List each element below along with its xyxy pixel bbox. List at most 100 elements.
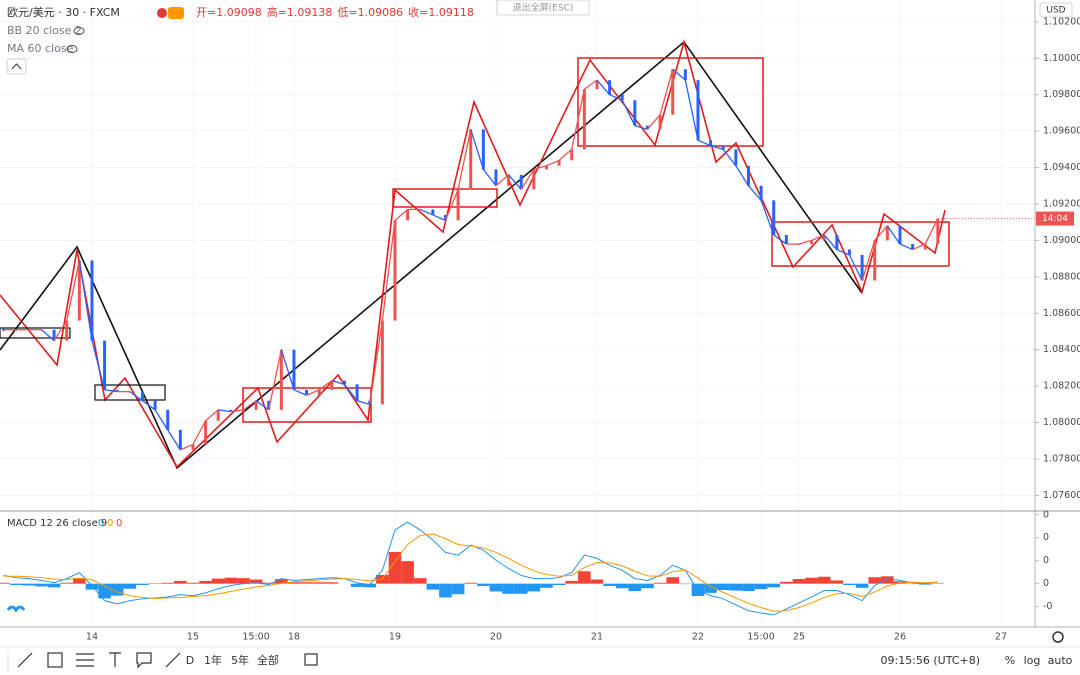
candle-body: [342, 380, 346, 385]
candle-body: [734, 149, 738, 166]
macd-readout: 0: [107, 518, 113, 529]
macd-readout: 0: [116, 518, 122, 529]
macd-histogram-bar: [85, 583, 99, 590]
price-segment: [848, 254, 863, 281]
macd-histogram-bar: [590, 579, 604, 584]
macd-histogram-bar: [666, 577, 680, 584]
macd-histogram-bar: [439, 583, 452, 598]
macd-histogram-bar: [110, 583, 124, 596]
candle-body: [191, 444, 195, 450]
indicator-label[interactable]: MA 60 close: [7, 42, 74, 55]
macd-histogram-bar: [363, 583, 377, 588]
candle-body: [885, 225, 889, 241]
price-segment: [924, 218, 939, 245]
price-segment: [533, 165, 547, 171]
scale-option[interactable]: %: [1005, 654, 1015, 667]
candle-body: [860, 255, 864, 281]
price-segment: [760, 200, 775, 236]
macd-histogram-bar: [704, 583, 717, 593]
macd-histogram-bar: [300, 582, 313, 584]
tool-line[interactable]: [17, 652, 33, 668]
eye-icon[interactable]: [73, 27, 85, 35]
price-segment: [381, 220, 396, 321]
candle-body: [279, 349, 283, 410]
timeframe[interactable]: 全部: [257, 653, 279, 667]
exit-fullscreen[interactable]: 退出全屏(ESC): [513, 2, 574, 14]
status-icon: [157, 8, 167, 18]
red-box: [242, 387, 372, 423]
candle-body: [330, 380, 334, 390]
tool-note[interactable]: [136, 652, 152, 669]
tool-fib[interactable]: [76, 653, 94, 667]
currency[interactable]: USD: [1046, 6, 1065, 16]
macd-histogram-bar: [729, 583, 743, 591]
collapse-icon: [11, 63, 22, 70]
price-segment: [444, 189, 459, 221]
price-segment: [104, 389, 118, 393]
macd-histogram-bar: [767, 583, 781, 588]
macd-histogram-bar: [186, 582, 200, 584]
candle-body: [835, 234, 839, 250]
candle-body: [178, 429, 182, 450]
macd-histogram-bar: [881, 576, 894, 584]
red-box: [392, 188, 498, 208]
macd-histogram-bar: [477, 583, 490, 586]
price-segment: [419, 208, 434, 216]
candle-body: [696, 80, 700, 141]
candle-body: [115, 389, 119, 392]
candle-body: [683, 69, 687, 81]
price-segment: [432, 214, 446, 221]
price-segment: [142, 400, 156, 411]
candle-body: [229, 409, 233, 412]
settings-icon[interactable]: [1052, 631, 1064, 643]
price-segment: [520, 169, 535, 190]
candle-body: [746, 165, 750, 186]
candle-body: [898, 225, 902, 245]
price-segment: [192, 420, 207, 445]
currency-box[interactable]: [1039, 2, 1073, 18]
drawing-tools: [17, 652, 318, 669]
timeframe[interactable]: 1年: [204, 653, 222, 667]
macd-histogram-bar: [855, 583, 869, 588]
candle-body: [532, 169, 536, 190]
y-tick-label: 1.08400: [1043, 344, 1080, 355]
price-segment: [66, 260, 80, 321]
calendar-icon[interactable]: [304, 653, 318, 666]
indicator-label[interactable]: BB 20 close 2: [7, 24, 82, 37]
macd-histogram-bar: [312, 582, 326, 584]
macd-histogram-bar: [350, 583, 364, 587]
x-tick-label: 25: [793, 632, 805, 643]
candle-body: [90, 260, 94, 341]
exit-fullscreen-button[interactable]: [496, 0, 590, 16]
candle-body: [595, 80, 599, 90]
candle-body: [355, 384, 359, 401]
ohlc-value: 高=1.09138: [267, 5, 333, 19]
scale-option[interactable]: auto: [1048, 654, 1073, 667]
price-segment: [495, 174, 510, 187]
candle-body: [544, 165, 548, 170]
price-segment: [280, 349, 295, 390]
macd-histogram-bar: [464, 582, 478, 584]
price-segment: [861, 240, 876, 281]
scale-option[interactable]: log: [1024, 654, 1041, 667]
tool-measure[interactable]: [165, 652, 181, 668]
timeframe[interactable]: D: [186, 654, 194, 667]
y-tick-label: 1.08200: [1043, 381, 1080, 392]
price-segment: [912, 243, 926, 251]
collapse-button[interactable]: [6, 58, 27, 75]
price-segment: [394, 208, 409, 221]
eye-icon[interactable]: [66, 45, 78, 53]
candle-body: [317, 389, 321, 396]
tool-text[interactable]: [109, 652, 121, 667]
tool-rect[interactable]: [47, 652, 63, 668]
x-tick-label: 14: [86, 632, 98, 643]
timeframe[interactable]: 5年: [231, 653, 249, 667]
candle-body: [671, 69, 675, 115]
price-segment: [710, 145, 724, 150]
macd-histogram-bar: [641, 583, 654, 589]
candle-body: [658, 114, 662, 130]
macd-histogram-bar: [628, 583, 642, 592]
macd-histogram-bar: [211, 578, 225, 584]
